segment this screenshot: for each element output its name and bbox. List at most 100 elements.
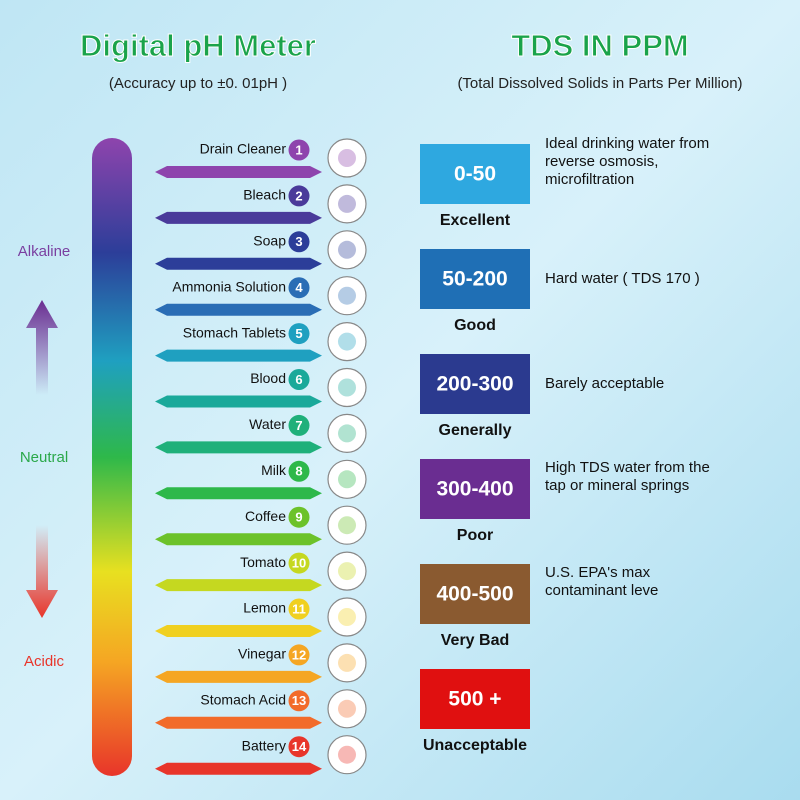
item-name: Bleach [243, 187, 286, 203]
item-number: 12 [292, 647, 306, 662]
scale-label: Alkaline [18, 243, 71, 260]
item-icon-detail [338, 149, 356, 167]
item-name: Ammonia Solution [172, 278, 286, 294]
tds-description: High TDS water from the [545, 459, 710, 476]
item-icon-detail [338, 424, 356, 443]
ph-title: Digital pH Meter [80, 28, 316, 63]
item-icon-detail [338, 653, 356, 672]
item-icon [327, 184, 367, 224]
item-number-badge [288, 231, 310, 253]
item-name: Stomach Tablets [183, 324, 286, 340]
item-number: 7 [295, 418, 302, 433]
item-icon [327, 551, 367, 591]
item-icon-detail [338, 240, 356, 259]
tds-range: 50-200 [442, 268, 507, 291]
double-arrow [155, 211, 322, 224]
item-icon [327, 276, 367, 316]
tds-box [420, 459, 530, 519]
tds-box [420, 669, 530, 729]
item-number-badge [288, 736, 310, 758]
tds-description: microfiltration [545, 171, 634, 188]
item-name: Soap [253, 233, 286, 249]
item-name: Coffee [245, 508, 286, 524]
tds-description: contaminant leve [545, 582, 658, 599]
item-number: 9 [295, 510, 302, 525]
item-number: 4 [295, 280, 303, 295]
double-arrow [155, 349, 322, 362]
ph-subtitle: (Accuracy up to ±0. 01pH ) [109, 75, 287, 92]
item-icon-detail [338, 562, 356, 581]
item-icon-detail [338, 332, 356, 351]
item-number-badge [288, 506, 310, 528]
double-arrow [155, 533, 322, 546]
item-icon [327, 322, 367, 362]
item-name: Drain Cleaner [200, 141, 287, 157]
tds-range: 400-500 [436, 583, 513, 606]
item-number-badge [288, 690, 310, 712]
double-arrow [155, 395, 322, 408]
item-number-badge [288, 369, 310, 390]
double-arrow [155, 441, 322, 454]
tds-label: Very Bad [441, 632, 509, 649]
item-icon-detail [338, 699, 356, 718]
item-icon-detail [338, 745, 356, 764]
item-icon [327, 413, 367, 453]
item-number: 5 [295, 326, 302, 341]
tds-range: 500 + [448, 688, 501, 711]
tds-label: Excellent [440, 212, 511, 229]
tds-description: reverse osmosis, [545, 153, 658, 170]
down-arrow [26, 525, 58, 618]
double-arrow [155, 762, 322, 775]
ph-scale-bar [92, 138, 132, 776]
item-name: Water [249, 416, 286, 432]
item-number: 1 [295, 142, 302, 157]
item-number-badge [288, 552, 310, 574]
item-icon-detail [338, 286, 356, 305]
tds-label: Good [454, 317, 496, 334]
item-number: 6 [295, 372, 302, 387]
double-arrow [155, 625, 322, 637]
item-icon [327, 643, 367, 683]
item-icon-detail [338, 516, 356, 535]
tds-label: Poor [457, 527, 493, 544]
item-number: 10 [292, 556, 306, 571]
tds-description: U.S. EPA's max [545, 564, 651, 581]
item-icon-detail [338, 378, 356, 397]
item-name: Battery [242, 737, 286, 753]
item-icon [327, 689, 367, 729]
item-icon [327, 138, 367, 178]
tds-box [420, 249, 530, 309]
tds-title: TDS IN PPM [511, 28, 688, 63]
double-arrow [155, 303, 322, 316]
double-arrow [155, 716, 322, 729]
tds-label: Generally [439, 422, 512, 439]
item-name: Vinegar [238, 646, 286, 662]
item-name: Milk [261, 462, 287, 478]
item-icon-detail [338, 470, 356, 489]
double-arrow [155, 487, 322, 500]
item-number: 11 [292, 601, 306, 616]
item-number: 13 [292, 693, 306, 708]
item-icon [327, 367, 367, 408]
tds-range: 300-400 [436, 478, 513, 501]
tds-box [420, 144, 530, 204]
tds-description: Ideal drinking water from [545, 135, 709, 152]
item-icon [327, 735, 367, 775]
tds-subtitle: (Total Dissolved Solids in Parts Per Mil… [457, 75, 742, 92]
tds-description: Hard water ( TDS 170 ) [545, 270, 700, 287]
tds-range: 0-50 [454, 163, 496, 186]
item-number-badge [288, 414, 310, 436]
item-name: Lemon [243, 600, 286, 616]
item-icon-detail [338, 608, 356, 626]
item-number: 14 [292, 739, 307, 754]
item-icon [327, 459, 367, 499]
double-arrow [155, 166, 322, 178]
item-icon [327, 230, 367, 270]
scale-label: Neutral [20, 449, 68, 466]
tds-box [420, 564, 530, 624]
up-arrow [26, 300, 58, 395]
item-number-badge [288, 598, 310, 620]
